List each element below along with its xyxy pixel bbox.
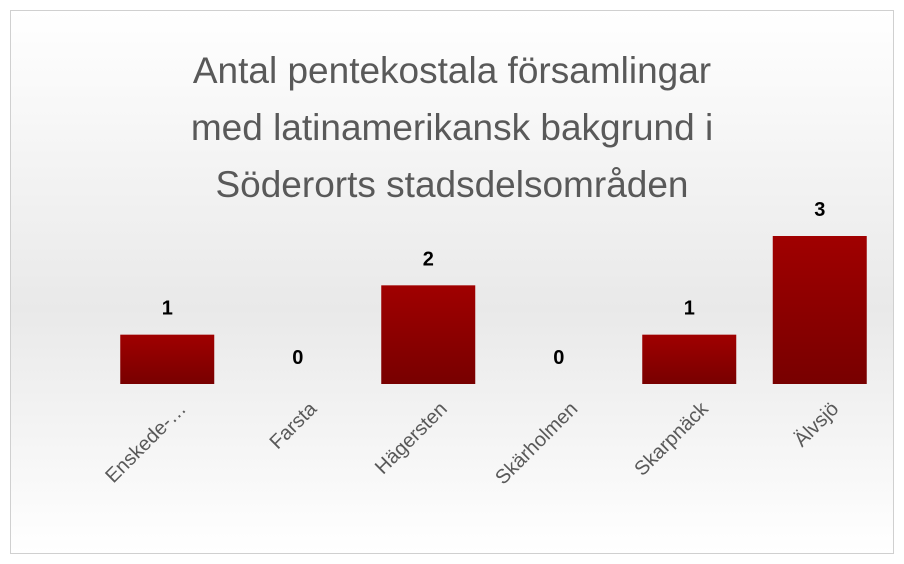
chart-title: Antal pentekostala församlingar med latin… — [191, 50, 713, 205]
chart-frame — [10, 10, 894, 554]
bar — [120, 334, 215, 384]
bar — [772, 236, 867, 384]
value-label: 3 — [814, 199, 825, 221]
title-line: Antal pentekostala församlingar — [193, 50, 711, 91]
title-line: Söderorts stadsdelsområden — [215, 164, 688, 205]
value-label: 1 — [684, 298, 695, 320]
title-line: med latinamerikansk bakgrund i — [191, 107, 713, 148]
value-label: 0 — [292, 347, 303, 369]
bar — [642, 334, 737, 384]
value-label: 0 — [553, 347, 564, 369]
value-label: 2 — [423, 248, 434, 270]
bar — [381, 285, 476, 384]
value-label: 1 — [162, 298, 173, 320]
